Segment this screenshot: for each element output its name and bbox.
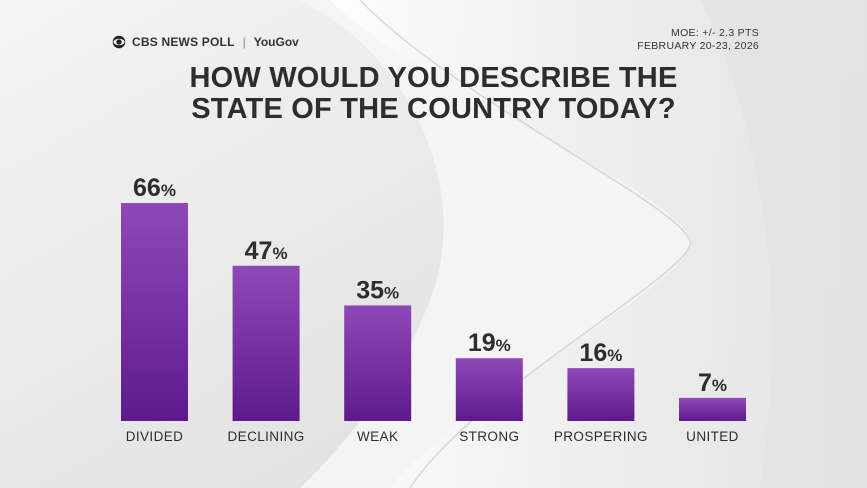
poll-meta: MOE: +/- 2.3 PTS FEBRUARY 20-23, 2026 — [637, 27, 759, 53]
chart-title: HOW WOULD YOU DESCRIBE THE STATE OF THE … — [0, 63, 867, 125]
data-label-weak: 35% — [356, 276, 399, 304]
bars-group: 66% DIVIDED 47% DECLINING 35% WEAK 19% STRONG 16… — [121, 174, 746, 444]
bar-prospering — [567, 368, 635, 421]
data-label-prospering: 16% — [579, 339, 622, 367]
category-label-divided: DIVIDED — [126, 429, 184, 444]
brand-partner-label: YouGov — [253, 35, 299, 49]
data-label-strong: 19% — [468, 329, 511, 357]
bar-weak — [344, 305, 412, 421]
bar-united — [679, 397, 746, 421]
data-label-united: 7% — [698, 369, 727, 397]
brand-cbs-label: CBS NEWS POLL — [132, 35, 235, 49]
category-label-prospering: PROSPERING — [554, 429, 648, 444]
brand-logo: CBS NEWS POLL | YouGov — [112, 34, 299, 50]
category-label-weak: WEAK — [357, 429, 398, 444]
bar-declining — [232, 265, 300, 421]
data-label-divided: 66% — [133, 174, 176, 202]
category-label-declining: DECLINING — [228, 429, 305, 444]
data-label-declining: 47% — [245, 237, 288, 265]
brand-separator: | — [242, 35, 246, 49]
margin-of-error: MOE: +/- 2.3 PTS — [671, 27, 759, 39]
cbs-eye-icon — [112, 35, 126, 49]
chart-title-line-2: STATE OF THE COUNTRY TODAY? — [191, 93, 676, 125]
category-label-united: UNITED — [686, 429, 739, 444]
poll-dates: FEBRUARY 20-23, 2026 — [637, 40, 759, 52]
chart-title-line-1: HOW WOULD YOU DESCRIBE THE — [189, 62, 678, 94]
bar-divided — [121, 203, 188, 421]
category-label-strong: STRONG — [459, 429, 519, 444]
bar-strong — [455, 358, 523, 421]
